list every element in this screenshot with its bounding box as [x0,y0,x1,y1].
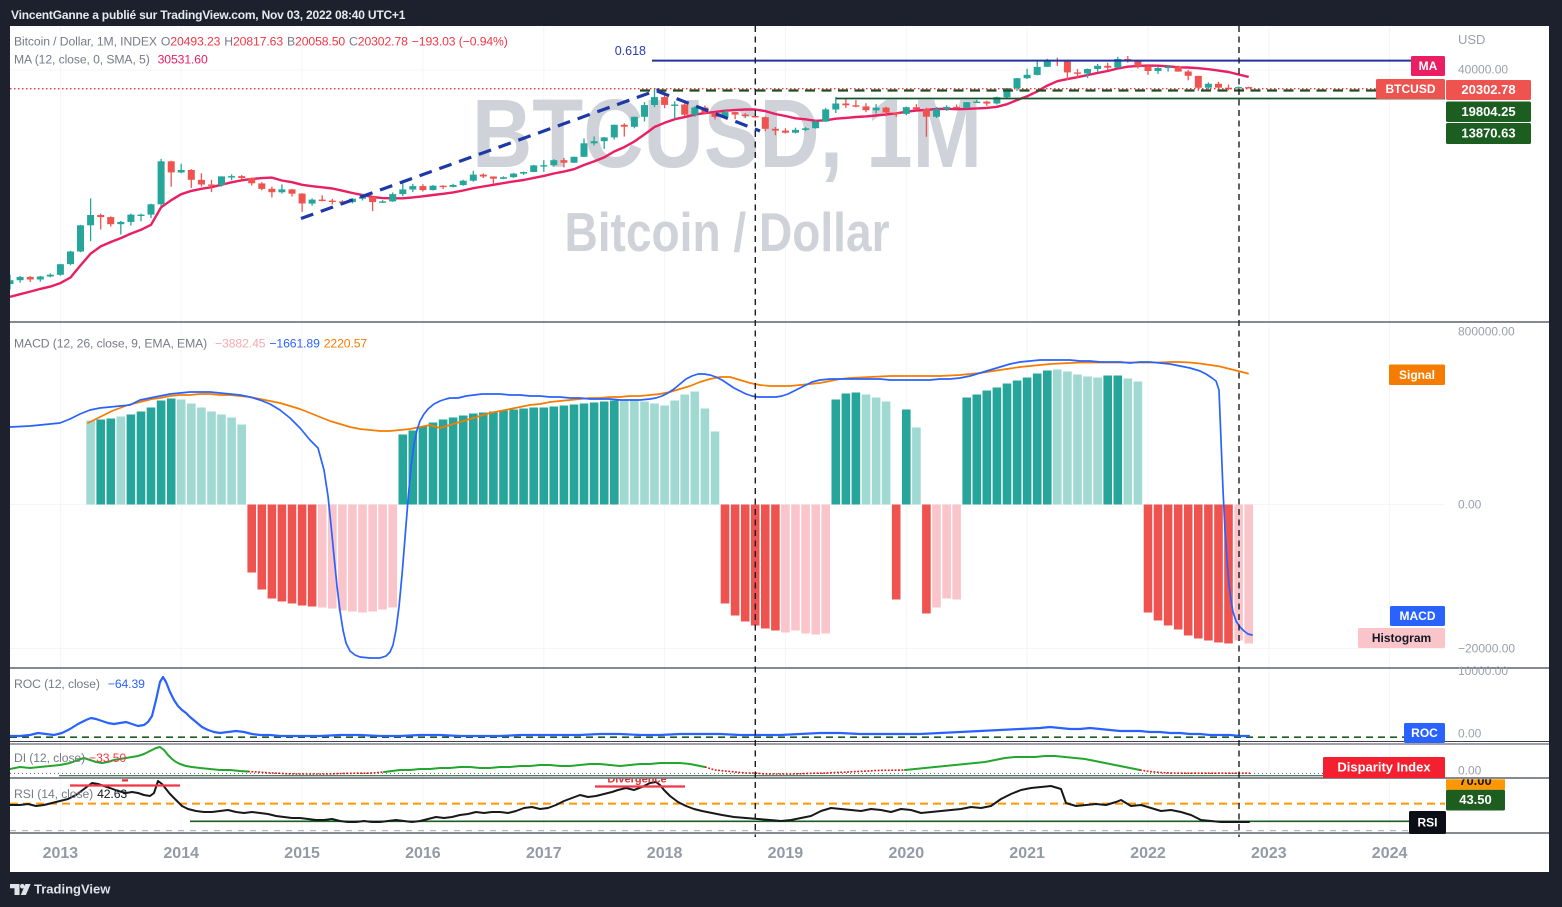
svg-text:0.00: 0.00 [1458,764,1482,778]
svg-text:2020: 2020 [889,845,925,862]
svg-text:10000.00: 10000.00 [1458,664,1508,678]
svg-text:2022: 2022 [1130,845,1166,862]
svg-text:ROC (12, close) −64.39: ROC (12, close) −64.39 [14,677,145,691]
svg-text:Signal: Signal [1399,368,1435,382]
svg-text:2018: 2018 [647,845,683,862]
svg-text:BTCUSD, 1M: BTCUSD, 1M [472,79,982,188]
svg-text:0.00: 0.00 [1458,727,1482,741]
svg-text:43.50: 43.50 [1459,792,1492,807]
svg-text:MA: MA [1419,59,1438,73]
svg-text:2014: 2014 [163,845,199,862]
svg-text:0.00: 0.00 [1458,498,1482,512]
svg-text:20302.78: 20302.78 [1461,82,1515,97]
svg-text:VincentGanne a publié sur Trad: VincentGanne a publié sur TradingView.co… [11,8,406,22]
svg-text:2024: 2024 [1372,845,1408,862]
svg-text:MA (12, close, 0, SMA, 5) 305: MA (12, close, 0, SMA, 5) 30531.60 [14,53,208,67]
svg-text:USD: USD [1458,32,1485,47]
svg-text:Bitcoin / Dollar: Bitcoin / Dollar [565,201,890,263]
svg-text:ROC: ROC [1411,726,1438,740]
svg-text:Histogram: Histogram [1372,631,1431,645]
svg-text:BTCUSD: BTCUSD [1386,82,1436,96]
svg-text:2019: 2019 [768,845,804,862]
svg-text:19804.25: 19804.25 [1461,104,1515,119]
svg-text:800000.00: 800000.00 [1458,325,1515,339]
svg-text:RSI: RSI [1417,816,1437,830]
svg-text:40000.00: 40000.00 [1458,63,1508,77]
svg-text:2016: 2016 [405,845,441,862]
svg-text:13870.63: 13870.63 [1461,126,1515,141]
svg-text:2015: 2015 [284,845,320,862]
svg-text:2017: 2017 [526,845,562,862]
svg-text:TradingView: TradingView [34,882,111,897]
svg-text:2013: 2013 [43,845,79,862]
svg-text:0.618: 0.618 [615,44,646,58]
svg-text:Disparity Index: Disparity Index [1337,760,1431,775]
svg-text:Bitcoin / Dollar, 1M, INDEX O2: Bitcoin / Dollar, 1M, INDEX O20493.23 H2… [14,35,508,49]
svg-text:RSI (14, close) 42.63: RSI (14, close) 42.63 [14,787,127,801]
svg-text:70.00: 70.00 [1459,773,1492,788]
svg-text:2021: 2021 [1009,845,1045,862]
svg-text:2023: 2023 [1251,845,1287,862]
svg-text:MACD (12, 26, close, 9, EMA, E: MACD (12, 26, close, 9, EMA, EMA) −3882.… [14,337,367,351]
svg-text:MACD: MACD [1400,609,1436,623]
svg-text:DI (12, close) −33.50: DI (12, close) −33.50 [14,751,126,765]
svg-text:Divergence: Divergence [607,774,666,786]
svg-text:−20000.00: −20000.00 [1458,642,1515,656]
